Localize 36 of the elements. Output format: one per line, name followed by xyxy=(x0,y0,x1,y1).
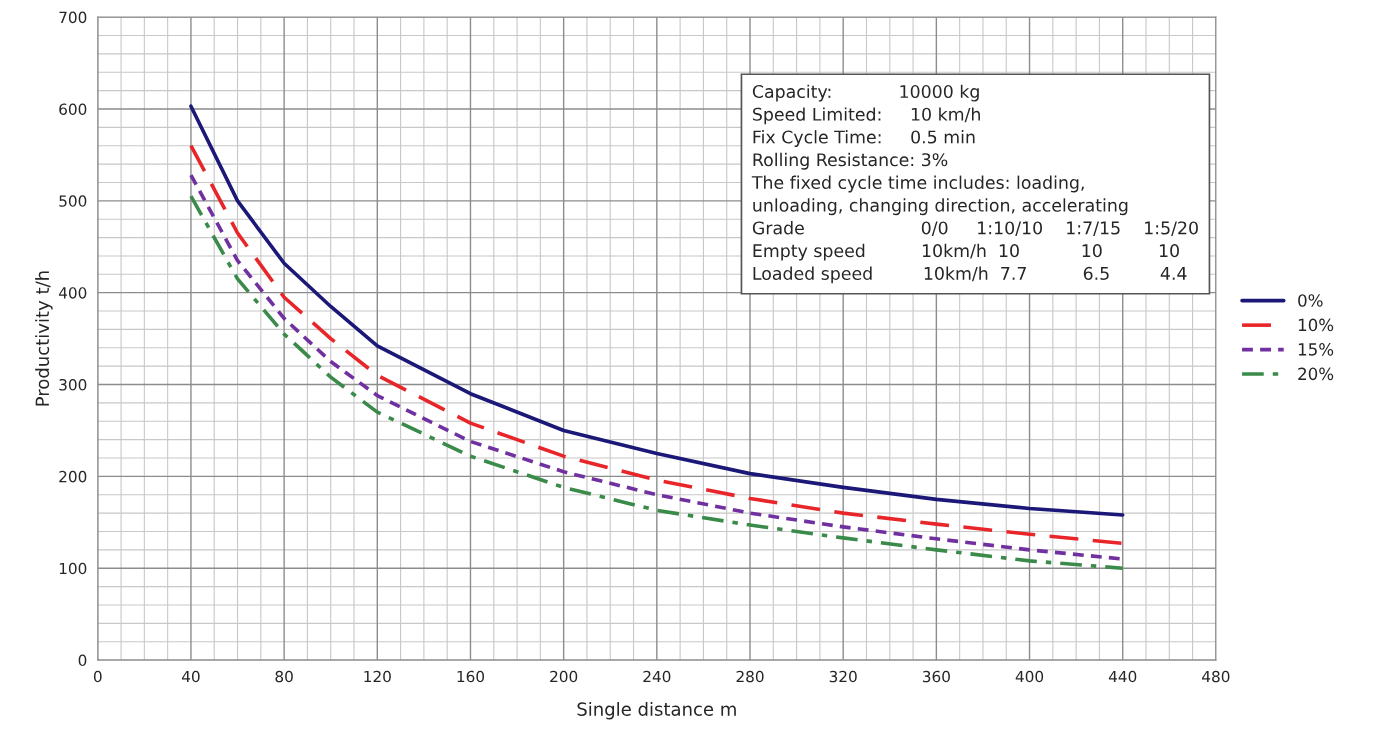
annotation: Grade 0/0 1:10/10 1:7/15 1:5/20 xyxy=(752,221,1198,236)
annotation: Empty speed 10km/h 10 10 10 xyxy=(753,243,1179,261)
x-tick-label: 40 xyxy=(181,670,200,683)
annotation: unloading, changing direction, accelerating xyxy=(753,198,1128,216)
legend-label: 20% xyxy=(1298,367,1334,381)
x-tick-label: 200 xyxy=(550,670,578,683)
x-tick-label: 120 xyxy=(364,670,391,683)
x-tick-label: 360 xyxy=(922,670,950,683)
y-tick-label: 300 xyxy=(59,378,87,391)
x-tick-label: 80 xyxy=(275,670,293,683)
legend-label: 10% xyxy=(1298,318,1334,332)
x-tick-label: 0 xyxy=(93,670,102,683)
legend-label: 15% xyxy=(1298,343,1334,356)
annotation: Capacity: 10000 kg xyxy=(752,84,979,102)
x-tick-label: 240 xyxy=(643,670,671,683)
y-axis-title: Productivity t/h xyxy=(35,271,53,406)
x-tick-label: 320 xyxy=(829,670,857,683)
legend-label: 0% xyxy=(1298,294,1323,307)
y-tick-label: 0 xyxy=(78,654,87,667)
x-tick-label: 160 xyxy=(457,670,485,683)
y-tick-label: 100 xyxy=(59,562,87,575)
annotation: Rolling Resistance: 3% xyxy=(753,152,948,170)
x-tick-label: 280 xyxy=(736,670,764,683)
annotation: Loaded speed 10km/h 7.7 6.5 4.4 xyxy=(753,266,1187,284)
y-tick-label: 600 xyxy=(59,103,87,115)
y-tick-label: 700 xyxy=(59,11,87,24)
y-tick-label: 200 xyxy=(59,470,87,483)
x-axis-title: Single distance m xyxy=(577,701,736,720)
x-tick-label: 400 xyxy=(1015,670,1044,683)
annotation: Speed Limited: 10 km/h xyxy=(753,107,980,125)
y-tick-label: 500 xyxy=(59,195,87,207)
x-tick-label: 440 xyxy=(1108,670,1137,683)
y-tick-label: 400 xyxy=(58,287,87,299)
annotation: Fix Cycle Time: 0.5 min xyxy=(753,130,975,147)
x-tick-label: 480 xyxy=(1202,670,1230,683)
annotation: The fixed cycle time includes: loading, xyxy=(751,175,1084,193)
